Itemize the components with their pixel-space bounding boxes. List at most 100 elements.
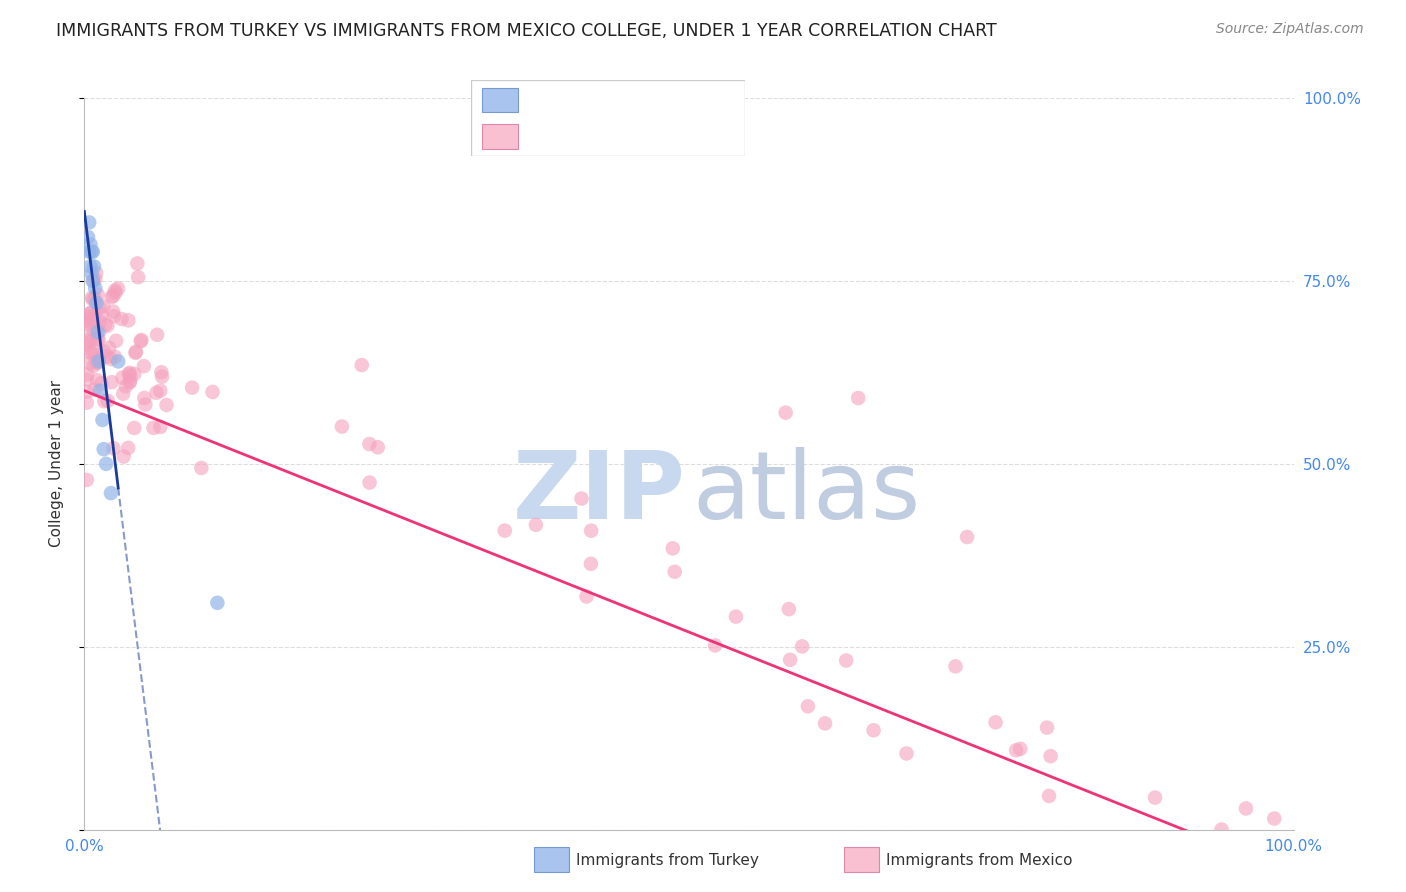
Point (814, 716, 837, 731)
Point (87, 332, 110, 346)
Point (76, 395, 98, 409)
Point (86, 325, 108, 339)
Text: atlas: atlas (693, 447, 921, 539)
Point (359, 475, 381, 490)
Point (367, 440, 389, 454)
Point (579, 524, 602, 538)
Point (80, 305, 103, 319)
Point (1039, 749, 1062, 764)
Point (330, 419, 353, 434)
Point (190, 461, 212, 475)
Point (1211, 822, 1233, 837)
Point (181, 381, 204, 395)
Point (100, 290, 122, 304)
Point (82, 359, 104, 373)
Point (846, 391, 869, 405)
Point (1038, 789, 1060, 803)
Point (494, 524, 516, 538)
Point (100, 351, 122, 366)
Point (704, 639, 727, 653)
Point (83, 383, 105, 397)
Point (90, 307, 112, 321)
Point (94, 318, 117, 332)
Point (145, 385, 167, 400)
Point (661, 541, 683, 556)
Point (82, 274, 104, 288)
Text: R =: R = (529, 93, 564, 108)
Point (103, 289, 125, 303)
Point (149, 384, 172, 398)
Point (76, 313, 98, 327)
FancyBboxPatch shape (482, 88, 517, 112)
Point (724, 609, 747, 624)
Point (91, 299, 114, 313)
Point (83, 315, 105, 329)
Point (82, 244, 104, 259)
Text: N =: N = (641, 93, 676, 108)
Point (149, 420, 172, 434)
Text: R =: R = (529, 128, 564, 144)
Point (1010, 741, 1032, 756)
Point (80, 291, 103, 305)
Point (1234, 801, 1257, 815)
Point (80, 244, 103, 259)
Point (93, 344, 115, 359)
Point (142, 421, 165, 435)
Point (110, 312, 132, 326)
Point (122, 421, 145, 435)
Point (778, 602, 800, 616)
Point (146, 327, 169, 342)
Point (89, 301, 111, 315)
Point (76, 473, 98, 487)
Point (77, 230, 100, 244)
FancyBboxPatch shape (482, 124, 517, 149)
Text: Immigrants from Turkey: Immigrants from Turkey (576, 854, 759, 868)
Point (80, 331, 103, 345)
Point (76, 368, 98, 382)
Point (77, 215, 100, 229)
Point (579, 557, 602, 571)
Point (90, 376, 112, 391)
Point (89, 384, 111, 398)
Point (524, 517, 547, 532)
Point (1144, 790, 1167, 805)
Point (104, 285, 127, 300)
Point (103, 309, 125, 323)
Point (155, 398, 177, 412)
Point (114, 379, 136, 393)
Point (93, 442, 115, 457)
Point (797, 699, 820, 714)
Point (96, 318, 118, 333)
Point (104, 350, 127, 364)
Point (86, 332, 108, 346)
Point (132, 359, 155, 373)
Point (111, 370, 134, 384)
Point (127, 270, 149, 285)
Point (1263, 812, 1285, 826)
Point (984, 715, 1007, 730)
Point (87, 351, 110, 366)
Point (117, 441, 139, 455)
Point (862, 723, 884, 738)
Point (83, 309, 105, 323)
Point (101, 304, 124, 318)
Point (118, 367, 141, 381)
Point (76, 384, 98, 399)
Point (76, 337, 98, 351)
Point (150, 369, 173, 384)
Point (134, 391, 156, 405)
Point (117, 313, 139, 327)
Point (83, 325, 105, 339)
Point (80, 267, 103, 281)
Point (107, 354, 129, 368)
Text: -0.513: -0.513 (575, 93, 627, 108)
Point (118, 374, 141, 388)
Point (350, 358, 373, 372)
Point (104, 284, 127, 298)
Point (125, 344, 148, 359)
Text: IMMIGRANTS FROM TURKEY VS IMMIGRANTS FROM MEXICO COLLEGE, UNDER 1 YEAR CORRELATI: IMMIGRANTS FROM TURKEY VS IMMIGRANTS FRO… (56, 22, 997, 40)
Point (118, 366, 141, 380)
Point (107, 281, 129, 295)
Point (77, 244, 100, 259)
Text: 21: 21 (696, 93, 716, 108)
